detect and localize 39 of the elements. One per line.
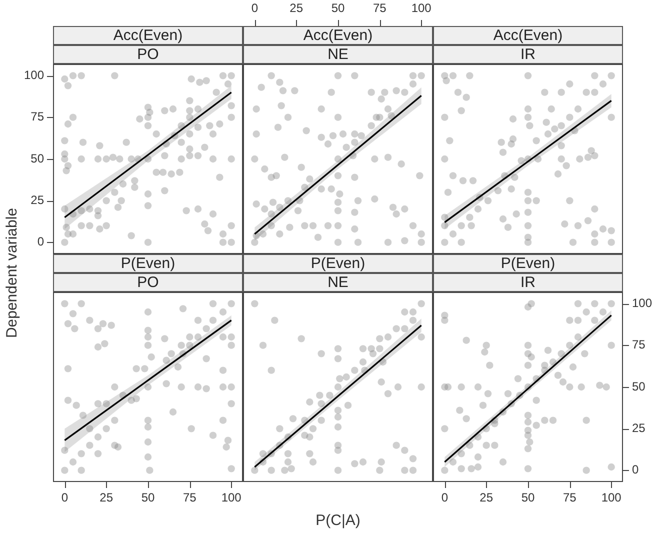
chart-subtitle: PO: [53, 45, 243, 64]
y2-tick-label: 50: [632, 379, 646, 394]
x-tick-label: 50: [521, 490, 535, 505]
y2-tick-label: 75: [632, 338, 646, 352]
x-tick-label: 0: [61, 490, 68, 505]
chart-subtitle: NE: [243, 273, 433, 292]
x-tick-label: 25: [480, 490, 494, 505]
y-tick-label: 0: [37, 234, 44, 249]
chart-title: Acc(Even): [243, 26, 433, 45]
chart-title: P(Even): [53, 254, 243, 273]
x2-tick-label: 0: [251, 1, 258, 16]
chart-title: P(Even): [433, 254, 623, 273]
chart-title: P(Even): [243, 254, 433, 273]
chart-title: Acc(Even): [433, 26, 623, 45]
x-tick-label: 100: [601, 490, 622, 505]
y-tick-label: 25: [30, 192, 44, 207]
x-tick-label: 50: [141, 490, 155, 505]
y2-tick-label: 25: [632, 420, 646, 435]
chart-subtitle: IR: [433, 45, 623, 64]
x-tick-label: 75: [562, 490, 577, 505]
chart-subtitle: IR: [433, 273, 623, 292]
x-tick-label: 75: [182, 490, 197, 505]
y2-tick-label: 100: [632, 296, 652, 310]
chart-subtitle: NE: [243, 45, 433, 64]
x-tick-label: 100: [221, 490, 242, 505]
x2-tick-label: 50: [331, 1, 345, 16]
y-tick-label: 100: [24, 68, 44, 82]
chart-subtitle: PO: [53, 273, 243, 292]
x2-tick-label: 100: [411, 1, 432, 16]
y-tick-label: 75: [30, 110, 44, 124]
y-tick-label: 50: [30, 151, 44, 166]
y-axis-title: Dependent variable: [4, 208, 20, 338]
y2-tick-label: 0: [632, 462, 639, 477]
x-tick-label: 25: [100, 490, 114, 505]
chart-title: Acc(Even): [53, 26, 243, 45]
x2-tick-label: 75: [372, 1, 387, 16]
x-axis-title: P(C|A): [316, 512, 360, 530]
x2-tick-label: 25: [290, 1, 304, 16]
x-tick-label: 0: [441, 490, 448, 505]
